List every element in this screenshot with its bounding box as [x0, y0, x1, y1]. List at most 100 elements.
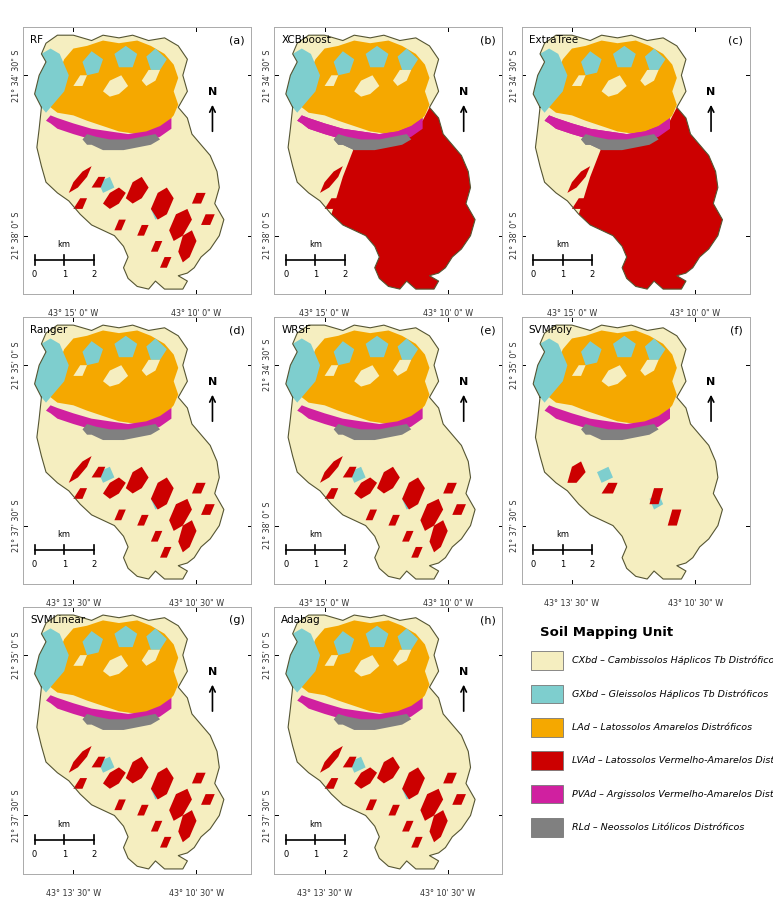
Text: 21° 38' 0" S: 21° 38' 0" S [263, 212, 272, 259]
Polygon shape [649, 494, 663, 509]
Text: 1: 1 [62, 560, 66, 569]
Text: (g): (g) [229, 615, 244, 625]
Polygon shape [274, 27, 502, 294]
Text: km: km [58, 820, 71, 829]
Polygon shape [545, 115, 670, 145]
Polygon shape [286, 325, 475, 579]
Polygon shape [402, 477, 425, 509]
Polygon shape [301, 331, 430, 424]
Polygon shape [103, 767, 126, 789]
Text: 21° 37' 30" S: 21° 37' 30" S [510, 499, 519, 552]
FancyBboxPatch shape [531, 651, 563, 670]
Polygon shape [342, 467, 356, 477]
Polygon shape [192, 193, 206, 204]
Text: 0: 0 [530, 560, 536, 569]
Polygon shape [393, 360, 411, 376]
Polygon shape [274, 317, 502, 584]
Polygon shape [169, 499, 192, 531]
Polygon shape [160, 547, 172, 558]
Polygon shape [35, 325, 224, 579]
Polygon shape [354, 75, 380, 97]
Polygon shape [334, 134, 411, 150]
Polygon shape [91, 467, 105, 477]
Polygon shape [138, 515, 148, 525]
Polygon shape [69, 456, 91, 483]
Polygon shape [332, 108, 475, 289]
Polygon shape [572, 198, 586, 209]
Polygon shape [160, 837, 172, 848]
Polygon shape [73, 198, 87, 209]
Polygon shape [402, 784, 416, 799]
Polygon shape [452, 505, 466, 515]
Text: WRSF: WRSF [281, 325, 311, 335]
Polygon shape [411, 547, 423, 558]
Polygon shape [402, 767, 425, 799]
Text: N: N [459, 87, 468, 97]
Polygon shape [349, 177, 366, 193]
FancyBboxPatch shape [531, 751, 563, 770]
Polygon shape [377, 757, 400, 784]
Polygon shape [151, 494, 165, 509]
Polygon shape [430, 810, 448, 843]
Text: 43° 10' 30" W: 43° 10' 30" W [169, 889, 224, 898]
Text: N: N [459, 667, 468, 677]
Polygon shape [388, 805, 400, 815]
FancyBboxPatch shape [531, 818, 563, 837]
Text: 21° 34' 30" S: 21° 34' 30" S [12, 49, 21, 101]
Polygon shape [91, 177, 105, 188]
Text: 1: 1 [560, 270, 565, 279]
Polygon shape [366, 799, 377, 810]
Polygon shape [297, 115, 423, 145]
Polygon shape [91, 757, 105, 767]
Text: 43° 15' 0" W: 43° 15' 0" W [547, 309, 597, 318]
Text: N: N [459, 377, 468, 387]
Text: 21° 35' 0" S: 21° 35' 0" S [12, 631, 21, 679]
Polygon shape [579, 108, 723, 289]
Polygon shape [613, 46, 636, 67]
Polygon shape [138, 805, 148, 815]
Polygon shape [342, 757, 356, 767]
Text: 0: 0 [283, 850, 288, 859]
Polygon shape [23, 27, 251, 294]
Polygon shape [325, 488, 339, 499]
Polygon shape [126, 757, 148, 784]
Text: 0: 0 [32, 850, 37, 859]
Polygon shape [549, 41, 677, 134]
Text: 43° 10' 0" W: 43° 10' 0" W [423, 309, 473, 318]
Text: 21° 37' 30" S: 21° 37' 30" S [12, 789, 21, 842]
Polygon shape [421, 209, 443, 241]
Text: (c): (c) [728, 35, 743, 45]
Polygon shape [46, 115, 172, 145]
Polygon shape [138, 225, 148, 236]
Polygon shape [677, 230, 695, 263]
Polygon shape [146, 49, 167, 70]
Polygon shape [601, 75, 627, 97]
Polygon shape [354, 365, 380, 387]
Polygon shape [601, 188, 625, 209]
Polygon shape [452, 215, 466, 225]
Polygon shape [597, 467, 613, 483]
Polygon shape [179, 520, 196, 553]
Polygon shape [342, 177, 356, 188]
Polygon shape [23, 317, 251, 584]
Polygon shape [151, 767, 174, 799]
Text: 0: 0 [530, 270, 536, 279]
Text: LAd – Latossolos Amarelos Distróficos: LAd – Latossolos Amarelos Distróficos [572, 723, 752, 732]
Polygon shape [325, 655, 339, 666]
Polygon shape [349, 467, 366, 483]
Polygon shape [301, 41, 430, 134]
Polygon shape [98, 467, 114, 483]
Polygon shape [169, 209, 192, 241]
Text: 21° 38' 0" S: 21° 38' 0" S [263, 502, 272, 549]
Polygon shape [141, 650, 160, 666]
Text: Soil Mapping Unit: Soil Mapping Unit [540, 626, 673, 639]
Polygon shape [402, 821, 414, 832]
Polygon shape [377, 177, 400, 204]
Polygon shape [591, 177, 604, 188]
Polygon shape [151, 531, 162, 542]
Text: LVAd – Latossolos Vermelho-Amarelos Distróf: LVAd – Latossolos Vermelho-Amarelos Dist… [572, 757, 773, 766]
Text: 2: 2 [91, 850, 97, 859]
Polygon shape [421, 789, 443, 821]
Polygon shape [50, 621, 179, 714]
Polygon shape [581, 52, 601, 75]
